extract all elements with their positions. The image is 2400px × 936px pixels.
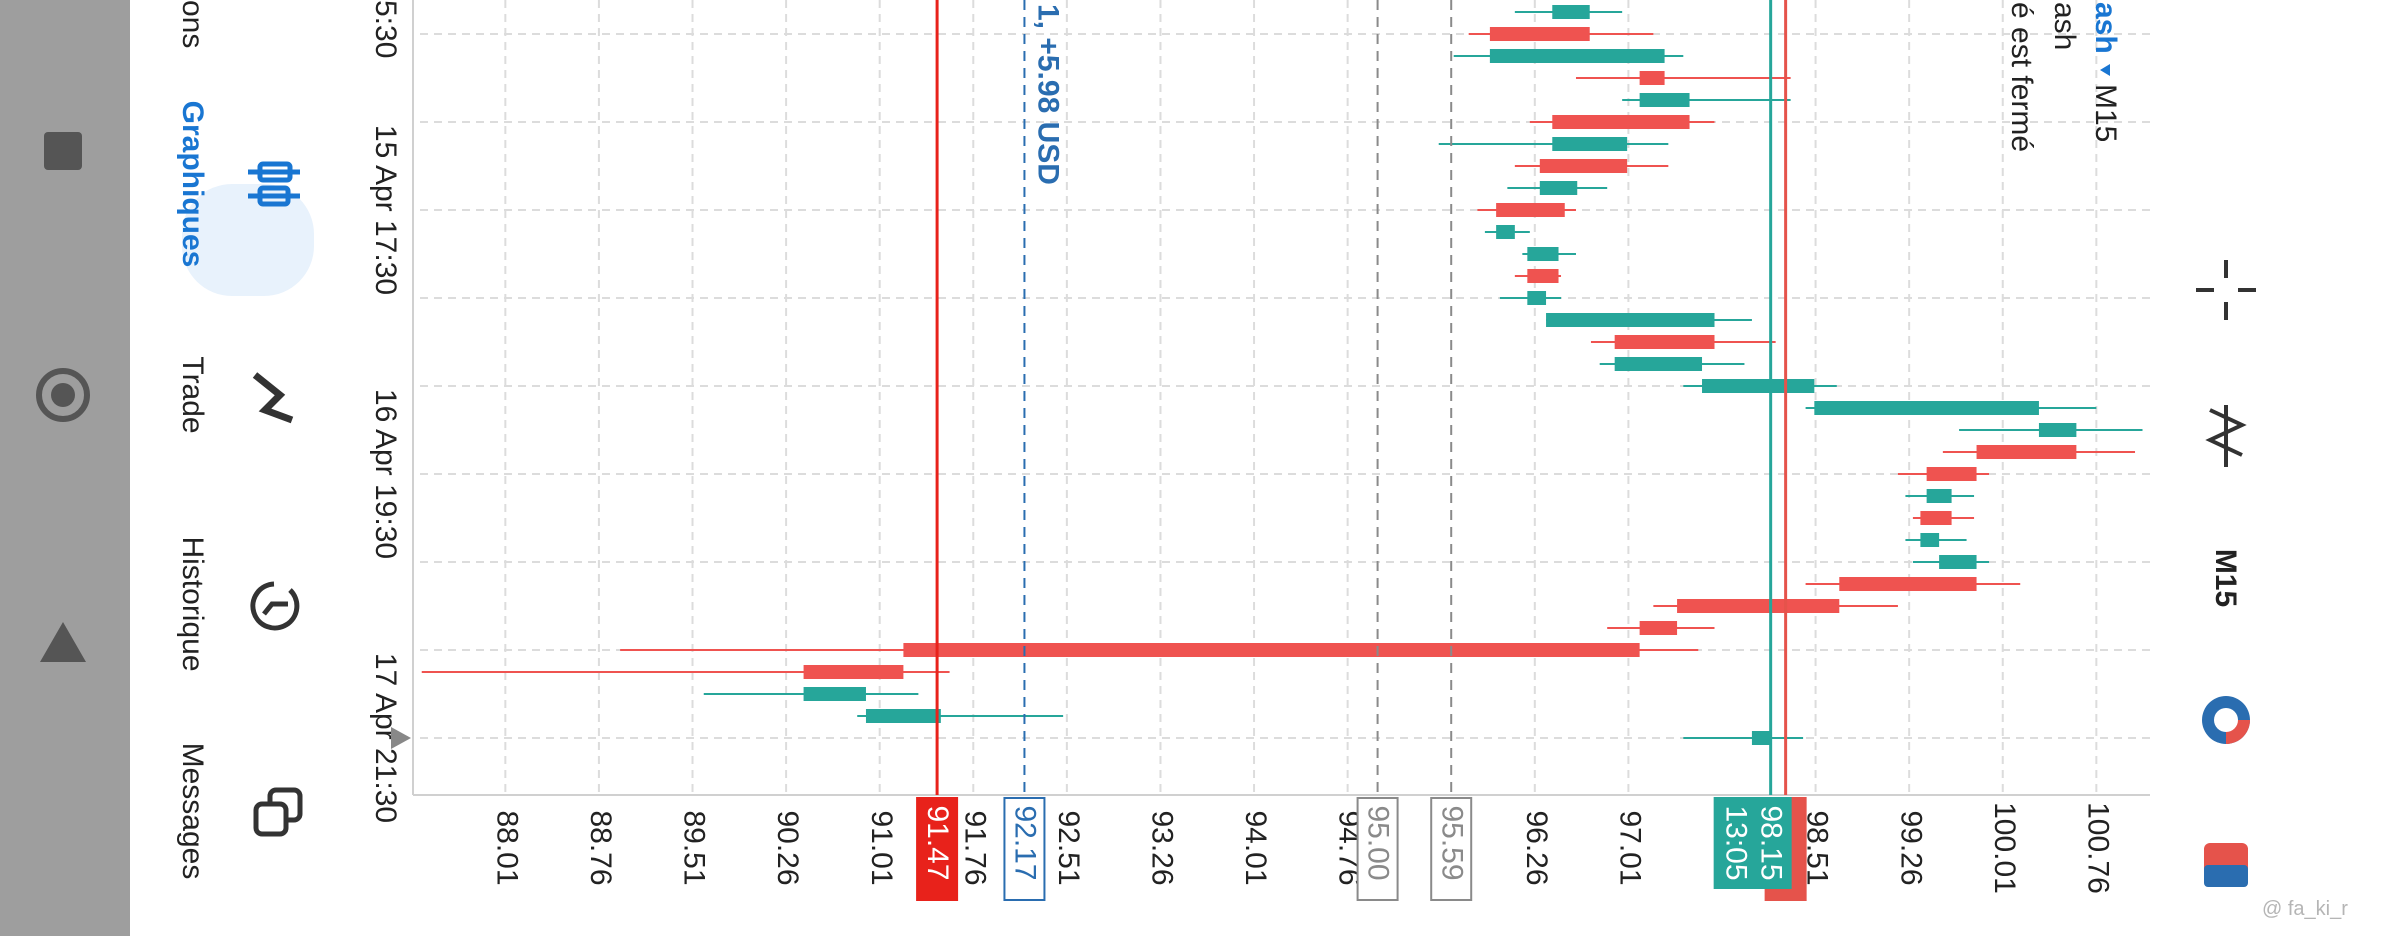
back-button[interactable] xyxy=(40,622,86,662)
candle-body xyxy=(1546,313,1715,327)
candle-body xyxy=(1552,115,1690,129)
candle-body xyxy=(1496,225,1515,239)
bottom-nav: ons Graphiques Trade Historique Messages xyxy=(176,0,314,879)
x-tick-label: 5:30 xyxy=(369,0,402,58)
active-pill xyxy=(182,184,314,296)
account-icon[interactable] xyxy=(2202,696,2250,744)
candle-body xyxy=(1496,203,1565,217)
symbol-name[interactable]: ash xyxy=(2089,2,2122,54)
candle-body xyxy=(1920,533,1940,547)
price-label: 98.15 xyxy=(1755,805,1788,880)
y-tick-label: 94.01 xyxy=(1239,810,1272,885)
candle-body xyxy=(1527,247,1559,261)
candle-body xyxy=(1539,159,1628,173)
timeframe-button[interactable]: M15 xyxy=(2209,549,2242,607)
watermark: @ fa_ki_r xyxy=(2262,898,2348,920)
y-tick-label: 93.26 xyxy=(1146,810,1179,885)
candle-body xyxy=(2038,423,2077,437)
position-label: 1, +5.98 USD xyxy=(1032,4,1065,185)
candle-body xyxy=(1751,731,1771,745)
dropdown-icon xyxy=(2100,64,2110,76)
price-label: 91.47 xyxy=(921,805,954,880)
system-bar xyxy=(0,0,130,936)
trade-icon xyxy=(252,372,294,424)
home-dot xyxy=(51,383,75,407)
candle-body xyxy=(1814,401,2039,415)
candle-body xyxy=(1527,291,1547,305)
price-label-box xyxy=(916,797,959,901)
y-tick-label: 96.26 xyxy=(1520,810,1553,885)
candle-body xyxy=(1539,181,1578,195)
y-tick-label: 89.51 xyxy=(678,810,711,885)
broker-icon[interactable] xyxy=(2204,843,2248,887)
y-tick-label: 91.01 xyxy=(865,810,898,885)
candle-body xyxy=(1614,357,1703,371)
candle-body xyxy=(1552,5,1590,19)
price-label-box xyxy=(1713,797,1792,889)
candle-body xyxy=(1677,599,1840,613)
toolbar: M15 xyxy=(2196,260,2256,887)
charts-icon xyxy=(248,161,300,207)
x-tick-label: 15 Apr 17:30 xyxy=(369,125,402,295)
candle-body xyxy=(865,709,941,723)
current-time-marker xyxy=(391,727,411,749)
price-label-box xyxy=(1356,797,1399,901)
candle-body xyxy=(1489,49,1665,63)
symbol-timeframe: M15 xyxy=(2089,84,2122,142)
price-label-box xyxy=(1003,797,1046,901)
recents-button[interactable] xyxy=(44,132,82,170)
candle-body xyxy=(1639,93,1690,107)
price-label: 95.00 xyxy=(1362,805,1395,880)
y-tick-label: 88.76 xyxy=(584,810,617,885)
chart: 88.01 88.76 89.51 90.26 91.01 91.76 92.51 93.26… xyxy=(369,0,2150,901)
y-tick-label: 88.01 xyxy=(490,810,523,885)
candle-body xyxy=(1839,577,1977,591)
candle-body xyxy=(1939,555,1977,569)
symbol-description: ash xyxy=(2048,2,2081,50)
y-tick-label: 97.01 xyxy=(1613,810,1646,885)
messages-icon xyxy=(253,787,303,837)
candle-body xyxy=(1614,335,1715,349)
crosshair-icon[interactable] xyxy=(2196,260,2256,320)
system-nav xyxy=(0,0,130,936)
y-tick-label: 91.76 xyxy=(958,810,991,885)
candle-body xyxy=(803,687,866,701)
nav-label[interactable]: Trade xyxy=(176,356,209,433)
candle-body xyxy=(1552,137,1628,151)
home-button[interactable] xyxy=(36,368,90,422)
market-status: é est fermé xyxy=(2005,2,2038,152)
price-label-box xyxy=(1430,797,1473,901)
candle-body xyxy=(1639,621,1678,635)
y-tick-label: 90.26 xyxy=(771,810,804,885)
candle-body xyxy=(1920,511,1952,525)
nav-label[interactable]: Historique xyxy=(176,536,209,671)
y-tick-label: 92.51 xyxy=(1052,810,1085,885)
y-tick-label: 100.76 xyxy=(2081,802,2114,894)
candle-body xyxy=(1639,71,1665,85)
symbol-info: ash M15 ash é est fermé xyxy=(2005,2,2122,152)
history-icon xyxy=(250,581,300,631)
indicator-icon[interactable] xyxy=(2205,405,2247,467)
price-label: 92.17 xyxy=(1009,805,1042,880)
candle-body xyxy=(1489,27,1590,41)
price-label: 95.59 xyxy=(1435,805,1468,880)
candle-body xyxy=(1976,445,2077,459)
candle-body xyxy=(1527,269,1559,283)
nav-label[interactable]: ons xyxy=(176,0,209,48)
nav-label[interactable]: Graphiques xyxy=(176,101,209,268)
price-sublabel: 13:05 xyxy=(1720,805,1753,880)
candle-body xyxy=(903,643,1640,657)
candle-body xyxy=(803,665,904,679)
y-tick-label: 100.01 xyxy=(1988,802,2021,894)
x-tick-label: 16 Apr 19:30 xyxy=(369,389,402,559)
candle-body xyxy=(1702,379,1815,393)
nav-label[interactable]: Messages xyxy=(176,743,209,880)
candle-body xyxy=(1926,489,1952,503)
y-tick-label: 99.26 xyxy=(1894,810,1927,885)
candle-body xyxy=(1926,467,1977,481)
